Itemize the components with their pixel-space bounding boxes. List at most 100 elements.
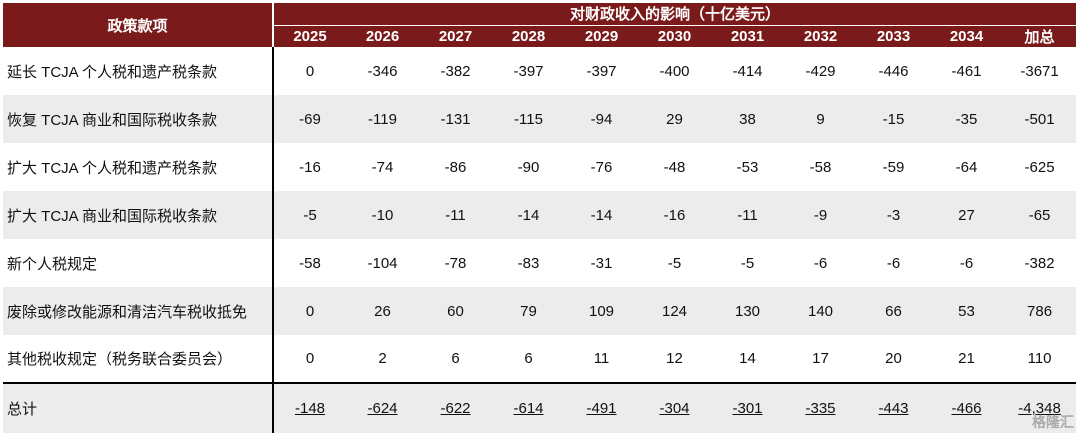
table-cell: -429 bbox=[784, 47, 857, 95]
table-cell: -76 bbox=[565, 143, 638, 191]
table-cell: 109 bbox=[565, 287, 638, 335]
table-row: 扩大 TCJA 个人税和遗产税条款 -16 -74 -86 -90 -76 -48 -53 -5… bbox=[3, 143, 1077, 191]
table-cell: -15 bbox=[857, 95, 930, 143]
table-cell: -78 bbox=[419, 239, 492, 287]
row-label: 其他税收规定（税务联合委员会） bbox=[3, 335, 274, 383]
table-cell: 60 bbox=[419, 287, 492, 335]
table-cell: -69 bbox=[273, 95, 346, 143]
table-cell: -58 bbox=[273, 239, 346, 287]
table-cell: 12 bbox=[638, 335, 711, 383]
table-body: 延长 TCJA 个人税和遗产税条款 0 -346 -382 -397 -397 -400 -4… bbox=[3, 47, 1077, 433]
total-value: -304 bbox=[659, 400, 690, 417]
total-cell: -466 bbox=[930, 382, 1003, 433]
table-cell: -10 bbox=[346, 191, 419, 239]
total-cell: -4,348 bbox=[1003, 382, 1077, 433]
total-cell: -624 bbox=[346, 382, 419, 433]
table-cell: -414 bbox=[711, 47, 784, 95]
row-label: 恢复 TCJA 商业和国际税收条款 bbox=[3, 95, 274, 143]
table-cell: 786 bbox=[1003, 287, 1077, 335]
total-value: -622 bbox=[440, 400, 471, 417]
table-cell: -11 bbox=[711, 191, 784, 239]
revenue-impact-table-wrapper: 政策款项 对财政收入的影响（十亿美元） 2025 2026 2027 2028 2029… bbox=[3, 3, 1077, 433]
impact-column-group-header: 对财政收入的影响（十亿美元） bbox=[273, 3, 1077, 26]
table-row: 扩大 TCJA 商业和国际税收条款 -5 -10 -11 -14 -14 -16 -11 -9-… bbox=[3, 191, 1077, 239]
table-cell: 20 bbox=[857, 335, 930, 383]
table-cell: 2 bbox=[346, 335, 419, 383]
table-cell: -11 bbox=[419, 191, 492, 239]
column-header: 加总 bbox=[1003, 25, 1077, 47]
column-header: 2027 bbox=[419, 25, 492, 47]
table-cell: -86 bbox=[419, 143, 492, 191]
table-row: 延长 TCJA 个人税和遗产税条款 0 -346 -382 -397 -397 -400 -4… bbox=[3, 47, 1077, 95]
table-cell: -31 bbox=[565, 239, 638, 287]
table-row: 恢复 TCJA 商业和国际税收条款 -69 -119 -131 -115 -94 29 38 9… bbox=[3, 95, 1077, 143]
total-cell: -443 bbox=[857, 382, 930, 433]
table-cell: -65 bbox=[1003, 191, 1077, 239]
table-row: 废除或修改能源和清洁汽车税收抵免 0 26 60 79 109 124 130 140 66 53 7… bbox=[3, 287, 1077, 335]
table-cell: -6 bbox=[784, 239, 857, 287]
table-cell: -5 bbox=[638, 239, 711, 287]
header-row-top: 政策款项 对财政收入的影响（十亿美元） bbox=[3, 3, 1077, 47]
table-cell: -382 bbox=[1003, 239, 1077, 287]
column-header: 2030 bbox=[638, 25, 711, 47]
table-cell: -625 bbox=[1003, 143, 1077, 191]
table-cell: -446 bbox=[857, 47, 930, 95]
row-label: 扩大 TCJA 个人税和遗产税条款 bbox=[3, 143, 274, 191]
table-cell: -397 bbox=[492, 47, 565, 95]
total-cell: -614 bbox=[492, 382, 565, 433]
total-cell: -304 bbox=[638, 382, 711, 433]
total-value: -148 bbox=[294, 400, 326, 417]
table-cell: -16 bbox=[273, 143, 346, 191]
table-cell: 9 bbox=[784, 95, 857, 143]
table-cell: 66 bbox=[857, 287, 930, 335]
total-value: -335 bbox=[805, 400, 836, 417]
watermark-logo: 格隆汇 bbox=[1032, 414, 1074, 430]
total-cell: -622 bbox=[419, 382, 492, 433]
table-cell: 27 bbox=[930, 191, 1003, 239]
total-value: -4,348 bbox=[1018, 400, 1061, 417]
total-value: -443 bbox=[878, 400, 909, 417]
table-cell: 11 bbox=[565, 335, 638, 383]
table-cell: -58 bbox=[784, 143, 857, 191]
column-header: 2025 bbox=[273, 25, 346, 47]
row-label: 扩大 TCJA 商业和国际税收条款 bbox=[3, 191, 274, 239]
column-header: 2031 bbox=[711, 25, 784, 47]
table-cell: -5 bbox=[711, 239, 784, 287]
table-cell: 110 bbox=[1003, 335, 1077, 383]
table-cell: -59 bbox=[857, 143, 930, 191]
table-cell: 53 bbox=[930, 287, 1003, 335]
table-row: 新个人税规定 -58 -104 -78 -83 -31 -5 -5 -6 -6 -6 -382 bbox=[3, 239, 1077, 287]
table-cell: -119 bbox=[346, 95, 419, 143]
table-cell: 14 bbox=[711, 335, 784, 383]
total-cell: -148 bbox=[273, 382, 346, 433]
table-cell: -501 bbox=[1003, 95, 1077, 143]
table-cell: -400 bbox=[638, 47, 711, 95]
total-value: -624 bbox=[367, 400, 398, 417]
table-cell: 6 bbox=[492, 335, 565, 383]
table-cell: 17 bbox=[784, 335, 857, 383]
table-cell: -48 bbox=[638, 143, 711, 191]
table-row: 其他税收规定（税务联合委员会） 0 2 6 6 11 12 14 17 20 21 110 bbox=[3, 335, 1077, 383]
row-label: 新个人税规定 bbox=[3, 239, 274, 287]
table-cell: 26 bbox=[346, 287, 419, 335]
column-header: 2028 bbox=[492, 25, 565, 47]
table-cell: 6 bbox=[419, 335, 492, 383]
table-cell: -53 bbox=[711, 143, 784, 191]
total-value: -491 bbox=[586, 400, 617, 417]
table-cell: 0 bbox=[273, 47, 346, 95]
table-cell: -94 bbox=[565, 95, 638, 143]
table-cell: -83 bbox=[492, 239, 565, 287]
table-cell: -14 bbox=[565, 191, 638, 239]
table-cell: 29 bbox=[638, 95, 711, 143]
header-row-years: 2025 2026 2027 2028 2029 2030 2031 2032 2033 2034… bbox=[3, 25, 1077, 47]
table-cell: -14 bbox=[492, 191, 565, 239]
table-cell: 130 bbox=[711, 287, 784, 335]
table-cell: 0 bbox=[273, 335, 346, 383]
total-row: 总计 -148 -624 -622 -614 -491 -304 -301 -335 -443 -4… bbox=[3, 382, 1077, 433]
column-header: 2032 bbox=[784, 25, 857, 47]
column-header: 2033 bbox=[857, 25, 930, 47]
table-cell: -35 bbox=[930, 95, 1003, 143]
table-cell: -397 bbox=[565, 47, 638, 95]
table-cell: -115 bbox=[492, 95, 565, 143]
table-cell: -64 bbox=[930, 143, 1003, 191]
